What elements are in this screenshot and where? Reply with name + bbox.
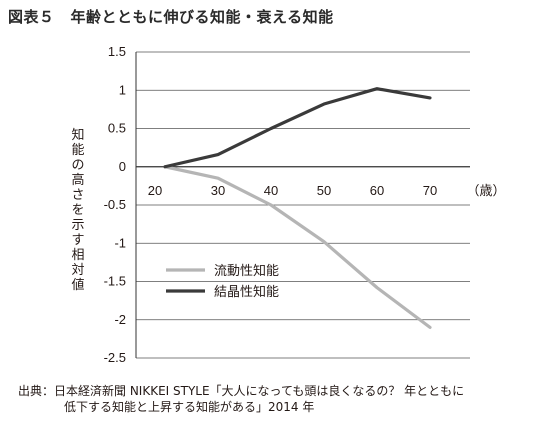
legend-label: 流動性知能: [214, 263, 279, 279]
y-tick-label: -0.5: [104, 197, 126, 212]
legend-label: 結晶性知能: [214, 284, 279, 300]
y-tick-label: 1: [119, 82, 126, 97]
source-line-1: 出典：日本経済新聞 NIKKEI STYLE「大人になっても頭は良くなるの？ 年…: [18, 384, 465, 398]
x-tick-label: 50: [317, 183, 331, 198]
y-axis-label: 知能の高さを示す相対値: [71, 128, 85, 293]
x-tick-label: 60: [370, 183, 384, 198]
figure-title-text: 年齢とともに伸びる知能・衰える知能: [70, 8, 334, 26]
y-tick-label: -2: [114, 312, 126, 327]
series-line: [163, 87, 432, 169]
y-tick-label: -2.5: [104, 350, 126, 365]
source-note: 出典：日本経済新聞 NIKKEI STYLE「大人になっても頭は良くなるの？ 年…: [18, 383, 464, 415]
x-tick-label: 20: [148, 183, 162, 198]
figure-title: 図表５ 年齢とともに伸びる知能・衰える知能: [8, 6, 334, 27]
x-tick-label: 30: [211, 183, 225, 198]
x-tick-label: 70: [423, 183, 437, 198]
x-unit-label: （歳）: [466, 183, 505, 198]
y-tick-label: 0.5: [108, 121, 126, 136]
y-tick-label: 1.5: [108, 44, 126, 59]
x-tick-label: 40: [264, 183, 278, 198]
y-tick-label: -1.5: [104, 274, 126, 289]
line-chart: 1.5 1 0.5 0 -0.5 -1 -1.5 -2 -2.5 20 30 40 50 60 70 （歳） 流…: [104, 44, 506, 365]
y-tick-label: 0: [119, 159, 126, 174]
y-tick-label: -1: [114, 235, 126, 250]
figure-number: 図表５: [8, 8, 55, 26]
source-line-2: 低下する知能と上昇する知能がある」2014 年: [64, 400, 315, 414]
series-line: [163, 165, 432, 329]
